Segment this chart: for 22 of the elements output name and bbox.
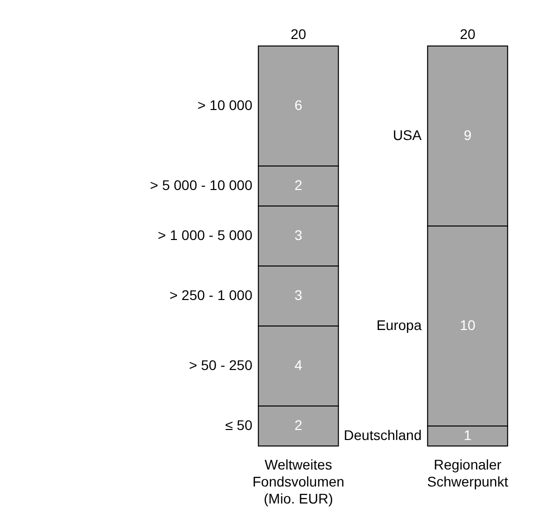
data-label: 9: [464, 127, 472, 143]
x-tick-label: Regionaler Schwerpunkt: [427, 456, 508, 490]
data-label: 1: [464, 427, 472, 443]
data-label: 3: [294, 287, 302, 303]
data-label: 10: [460, 317, 476, 333]
data-label: 2: [294, 177, 302, 193]
series-label: Deutschland: [344, 427, 422, 443]
data-label: 3: [294, 227, 302, 243]
series-label: ≤ 50: [225, 417, 253, 433]
series-label: > 1 000 - 5 000: [158, 227, 253, 243]
total-label: 20: [290, 26, 306, 42]
total-label: 20: [460, 26, 476, 42]
x-tick-label: Weltweites Fondsvolumen (Mio. EUR): [252, 456, 344, 506]
series-label: > 50 - 250: [188, 357, 253, 373]
data-label: 6: [294, 97, 302, 113]
series-label: Europa: [376, 317, 422, 333]
series-label: USA: [392, 127, 422, 143]
data-label: 2: [294, 417, 302, 433]
series-label: > 250 - 1 000: [169, 287, 253, 303]
data-label: 4: [294, 357, 302, 373]
series-label: > 10 000: [197, 97, 253, 113]
series-label: > 5 000 - 10 000: [150, 177, 253, 193]
